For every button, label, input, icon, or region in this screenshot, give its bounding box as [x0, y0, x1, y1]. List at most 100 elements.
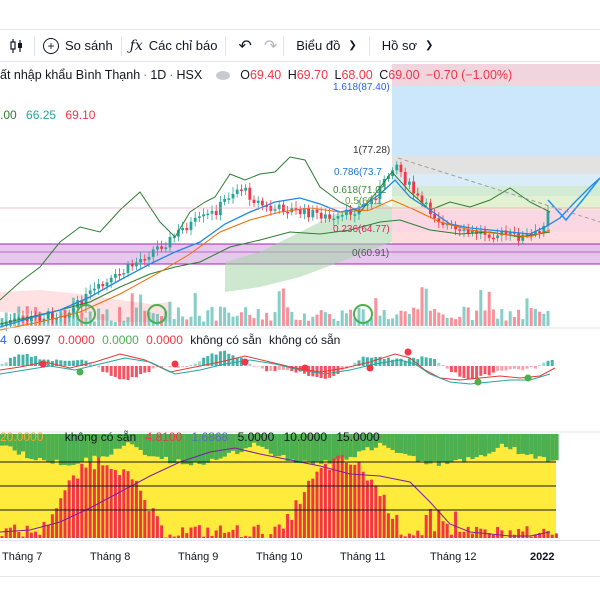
candles-style-button[interactable]	[0, 30, 34, 62]
macd-bar	[265, 366, 269, 372]
macd-bar	[504, 366, 508, 371]
macd-bar	[269, 366, 273, 371]
volume-bar	[357, 308, 361, 326]
candle-body	[156, 246, 159, 250]
osc-red-bar	[172, 536, 176, 538]
volume-bar	[311, 316, 315, 326]
candle-body	[529, 233, 533, 236]
candle-body	[349, 209, 352, 215]
volume-bar	[529, 308, 533, 326]
profile-dropdown[interactable]: Hồ sơ ❯	[370, 30, 446, 62]
x-label: Tháng 10	[256, 551, 303, 563]
ohlc-highlight	[392, 64, 600, 86]
macd-bar	[420, 356, 424, 366]
macd-bar	[424, 357, 428, 366]
osc-red-bar	[529, 536, 533, 538]
osc-green-bar	[386, 434, 391, 448]
osc-green-bar	[159, 434, 164, 459]
candle-body	[202, 214, 205, 217]
osc-red-bar	[525, 526, 529, 538]
candle-body	[332, 218, 336, 221]
macd-bar	[357, 360, 361, 366]
x-label: Tháng 11	[340, 551, 386, 563]
price-chart[interactable]	[0, 62, 600, 540]
macd-bar	[365, 357, 369, 366]
osc-green-bar	[33, 434, 38, 461]
signal-circle	[147, 304, 167, 324]
macd-bar	[378, 356, 382, 366]
volume-bar	[378, 315, 382, 326]
osc-green-bar	[487, 434, 492, 454]
macd-bar	[517, 366, 521, 370]
macd-bar	[147, 366, 151, 373]
osc-red-bar	[449, 534, 453, 538]
macd-bar	[21, 354, 25, 366]
osc-green-bar	[231, 434, 236, 451]
osc-green-bar	[382, 434, 387, 446]
volume-bar	[445, 317, 449, 326]
osc-red-bar	[113, 470, 117, 538]
macd-bar	[8, 357, 12, 366]
candle-body	[273, 209, 277, 211]
osc-green-bar	[420, 434, 425, 461]
volume-bar	[319, 310, 323, 326]
osc-red-bar	[176, 535, 180, 538]
candle-body	[97, 284, 100, 289]
undo-icon[interactable]: ↶	[238, 37, 252, 55]
candle-body	[445, 223, 449, 226]
toolbar-separator	[34, 35, 35, 56]
volume-bar	[479, 289, 483, 326]
osc-green-bar	[273, 434, 278, 457]
candle-body	[546, 211, 550, 227]
volume-bar	[176, 307, 180, 326]
candle-body	[105, 282, 109, 287]
macd-bar	[80, 359, 84, 366]
osc-red-bar	[357, 462, 361, 538]
indicators-button[interactable]: ƒx Các chỉ báo	[122, 30, 226, 62]
osc-green-bar	[256, 434, 261, 446]
osc-red-bar	[185, 533, 189, 538]
osc-red-bar	[521, 531, 525, 538]
osc-green-bar	[491, 434, 496, 452]
osc-green-bar	[134, 434, 139, 448]
volume-bar	[433, 309, 437, 326]
candle-body	[542, 226, 546, 234]
osc-green-bar	[327, 434, 332, 464]
volume-bar	[109, 320, 113, 326]
osc-green-bar	[42, 434, 47, 461]
redo-icon[interactable]: ↷	[263, 37, 278, 55]
fib-label-5: 0.5(69.1	[345, 196, 382, 207]
candle-body	[471, 230, 474, 234]
candle-body	[114, 274, 117, 278]
macd-bar	[399, 358, 403, 366]
symbol-name[interactable]: ất nhập khẩu Bình Thạnh	[0, 68, 141, 82]
eye-icon[interactable]	[216, 70, 231, 80]
volume-bar	[185, 319, 189, 326]
candle-body	[164, 247, 168, 249]
osc-green-bar	[12, 434, 17, 451]
osc-red-bar	[437, 509, 441, 538]
candle-body	[168, 237, 172, 248]
volume-bar	[538, 311, 542, 326]
osc-red-bar	[399, 534, 403, 538]
macd-bar	[466, 366, 470, 380]
chart-type-dropdown[interactable]: Biểu đồ ❯	[284, 30, 368, 62]
osc-red-bar	[155, 516, 159, 538]
osc-red-bar	[378, 496, 382, 538]
osc-green-bar	[130, 434, 135, 445]
x-label: Tháng 7	[2, 551, 43, 563]
compare-button[interactable]: + So sánh	[35, 30, 121, 62]
macd-bar	[525, 366, 529, 369]
volume-bar	[256, 308, 260, 326]
time-axis[interactable]: Tháng 7 Tháng 8 Tháng 9 Tháng 10 Tháng 1…	[0, 540, 600, 576]
low-value: 68.00	[341, 68, 373, 82]
volume-bar	[441, 314, 445, 326]
osc-green-bar	[453, 434, 458, 461]
candle-body	[437, 218, 441, 223]
function-icon: ƒx	[129, 37, 143, 54]
osc-red-bar	[546, 531, 550, 538]
volume-bar	[193, 293, 197, 326]
osc-red-bar	[134, 480, 138, 538]
osc-green-bar	[306, 434, 311, 462]
osc-green-bar	[378, 434, 383, 443]
